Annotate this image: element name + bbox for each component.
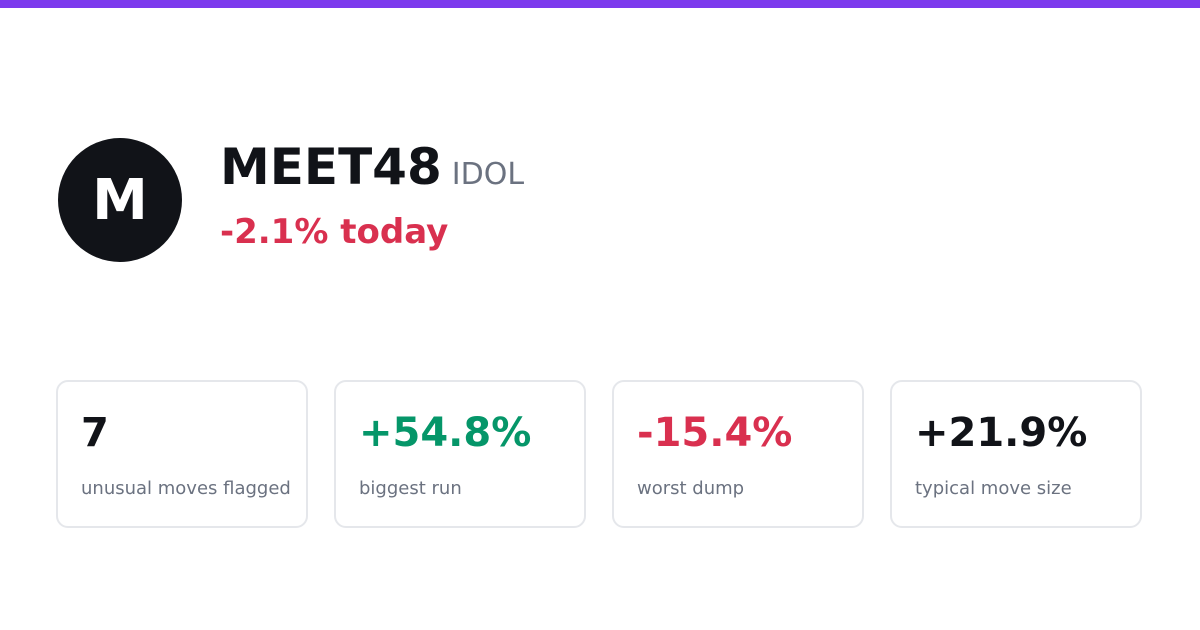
stat-label: typical move size [915,478,1072,499]
stat-value: +21.9% [915,410,1088,456]
title-row: MEET48 IDOL [220,138,524,196]
stat-card: -15.4% worst dump [612,380,864,528]
accent-bar [0,0,1200,8]
stat-value: 7 [81,410,109,456]
avatar: M [58,138,182,262]
ticker: IDOL [451,157,525,192]
daily-change: -2.1% today [220,212,449,252]
stat-label: unusual moves flagged [81,478,291,499]
coin-name: MEET48 [220,138,442,196]
stat-card: 7 unusual moves flagged [56,380,308,528]
stat-value: +54.8% [359,410,532,456]
stat-card: +54.8% biggest run [334,380,586,528]
stat-label: biggest run [359,478,462,499]
stat-label: worst dump [637,478,745,499]
stat-value: -15.4% [637,410,793,456]
stat-card: +21.9% typical move size [890,380,1142,528]
